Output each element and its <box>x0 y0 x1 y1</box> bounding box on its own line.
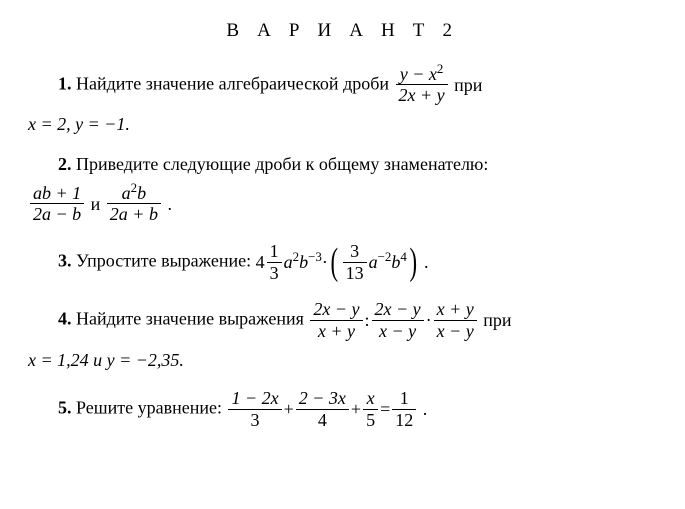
p4-f2: 2x − y x − y <box>372 299 424 341</box>
problem-5-number: 5. <box>58 397 72 417</box>
p3-inner-frac: 3 13 <box>343 241 367 283</box>
p5-f1n: 1 − 2x <box>228 388 281 410</box>
p3-coef-den: 3 <box>267 263 282 284</box>
p5-f4: 1 12 <box>392 388 416 430</box>
problem-5: 5. Решите уравнение: 1 − 2x 3 + 2 − 3x 4… <box>28 388 657 430</box>
p5-f2n: 2 − 3x <box>296 388 349 410</box>
p3-m2b: b <box>391 252 400 272</box>
p5-f1d: 3 <box>228 410 281 431</box>
problem-4-text-2: при <box>483 310 511 330</box>
p1-frac-num: y − x <box>400 64 437 84</box>
p4-f1d: x + y <box>310 321 362 342</box>
p1-frac-num-sup: 2 <box>437 61 443 76</box>
p5-eq: = <box>380 399 390 419</box>
problem-4-text-1: Найдите значение выражения <box>76 309 308 329</box>
variant-title: В А Р И А Н Т 2 <box>28 18 657 44</box>
problem-1-number: 1. <box>58 73 72 93</box>
p5-f3d: 5 <box>363 410 378 431</box>
p2-f1-num: ab + 1 <box>30 183 84 205</box>
p5-f3: x 5 <box>363 388 378 430</box>
p3-m2a-sup: −2 <box>378 249 392 264</box>
p4-op2: · <box>426 310 432 330</box>
problem-1: 1. Найдите значение алгебраической дроби… <box>28 64 657 137</box>
p5-tail: . <box>418 399 427 419</box>
p3-m2a: a <box>369 252 378 272</box>
p5-f2: 2 − 3x 4 <box>296 388 349 430</box>
p4-f2d: x − y <box>372 321 424 342</box>
p1-frac-den: 2x + y <box>396 85 448 106</box>
p3-coef-frac: 1 3 <box>267 241 282 283</box>
problem-3: 3. Упростите выражение: 4 1 3 a2b−3·( 3 … <box>28 241 657 283</box>
p3-tail: . <box>420 252 429 272</box>
p2-tail: . <box>163 194 172 214</box>
p4-f3d: x − y <box>434 321 477 342</box>
problem-4: 4. Найдите значение выражения 2x − y x +… <box>28 299 657 372</box>
problem-1-line-2: x = 2, y = −1. <box>28 112 657 136</box>
p3-in-num: 3 <box>343 241 367 263</box>
problem-2: 2. Приведите следующие дроби к общему зн… <box>28 152 657 225</box>
p5-f1: 1 − 2x 3 <box>228 388 281 430</box>
p3-coef-whole: 4 <box>256 252 265 272</box>
problem-1-text-1: Найдите значение алгебраической дроби <box>76 73 394 93</box>
p2-f2-b: b <box>137 183 146 203</box>
problem-4-line-2: x = 1,24 и y = −2,35. <box>28 348 657 372</box>
p5-plus2: + <box>351 399 361 419</box>
p4-f1: 2x − y x + y <box>310 299 362 341</box>
problem-2-number: 2. <box>58 154 72 174</box>
page: В А Р И А Н Т 2 1. Найдите значение алге… <box>0 0 685 456</box>
problem-4-number: 4. <box>58 309 72 329</box>
p2-f2-den: 2a + b <box>107 204 161 225</box>
problem-1-text-2: при <box>454 75 482 95</box>
p2-frac-1: ab + 1 2a − b <box>30 183 84 225</box>
p3-m1a: a <box>284 252 293 272</box>
p4-f3: x + y x − y <box>434 299 477 341</box>
p3-dot: · <box>322 252 328 272</box>
p2-and: и <box>91 194 105 214</box>
lparen-icon: ( <box>330 243 338 281</box>
p4-f2n: 2x − y <box>372 299 424 321</box>
p5-plus1: + <box>284 399 294 419</box>
p2-f1-den: 2a − b <box>30 204 84 225</box>
problem-2-text-1: Приведите следующие дроби к общему знаме… <box>76 154 488 174</box>
problem-5-text-1: Решите уравнение: <box>76 397 226 417</box>
p4-f1n: 2x − y <box>310 299 362 321</box>
rparen-icon: ) <box>409 243 417 281</box>
problem-1-fraction: y − x2 2x + y <box>396 64 448 106</box>
p3-coef-num: 1 <box>267 241 282 263</box>
p4-op1: : <box>365 310 370 330</box>
p3-m2b-sup: 4 <box>400 249 406 264</box>
p3-m1b-sup: −3 <box>308 249 322 264</box>
p2-f2-a: a <box>122 183 131 203</box>
p5-f3n: x <box>363 388 378 410</box>
p3-m1b: b <box>299 252 308 272</box>
p5-f4d: 12 <box>392 410 416 431</box>
p5-f2d: 4 <box>296 410 349 431</box>
p5-f4n: 1 <box>392 388 416 410</box>
p4-f3n: x + y <box>434 299 477 321</box>
problem-3-number: 3. <box>58 250 72 270</box>
p2-frac-2: a2b 2a + b <box>107 183 161 225</box>
problem-3-text-1: Упростите выражение: <box>76 250 256 270</box>
p3-in-den: 13 <box>343 263 367 284</box>
